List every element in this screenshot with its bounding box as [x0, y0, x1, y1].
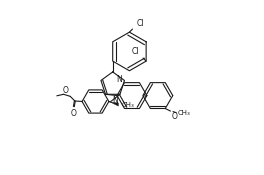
Text: O: O	[171, 112, 177, 121]
Text: O: O	[63, 86, 69, 95]
Text: Cl: Cl	[136, 19, 144, 27]
Polygon shape	[110, 102, 119, 106]
Text: O: O	[71, 109, 77, 118]
Text: N: N	[117, 75, 122, 84]
Text: N: N	[113, 96, 119, 105]
Text: Cl: Cl	[131, 47, 139, 57]
Text: CH₃: CH₃	[122, 102, 135, 108]
Text: CH₃: CH₃	[177, 110, 190, 116]
